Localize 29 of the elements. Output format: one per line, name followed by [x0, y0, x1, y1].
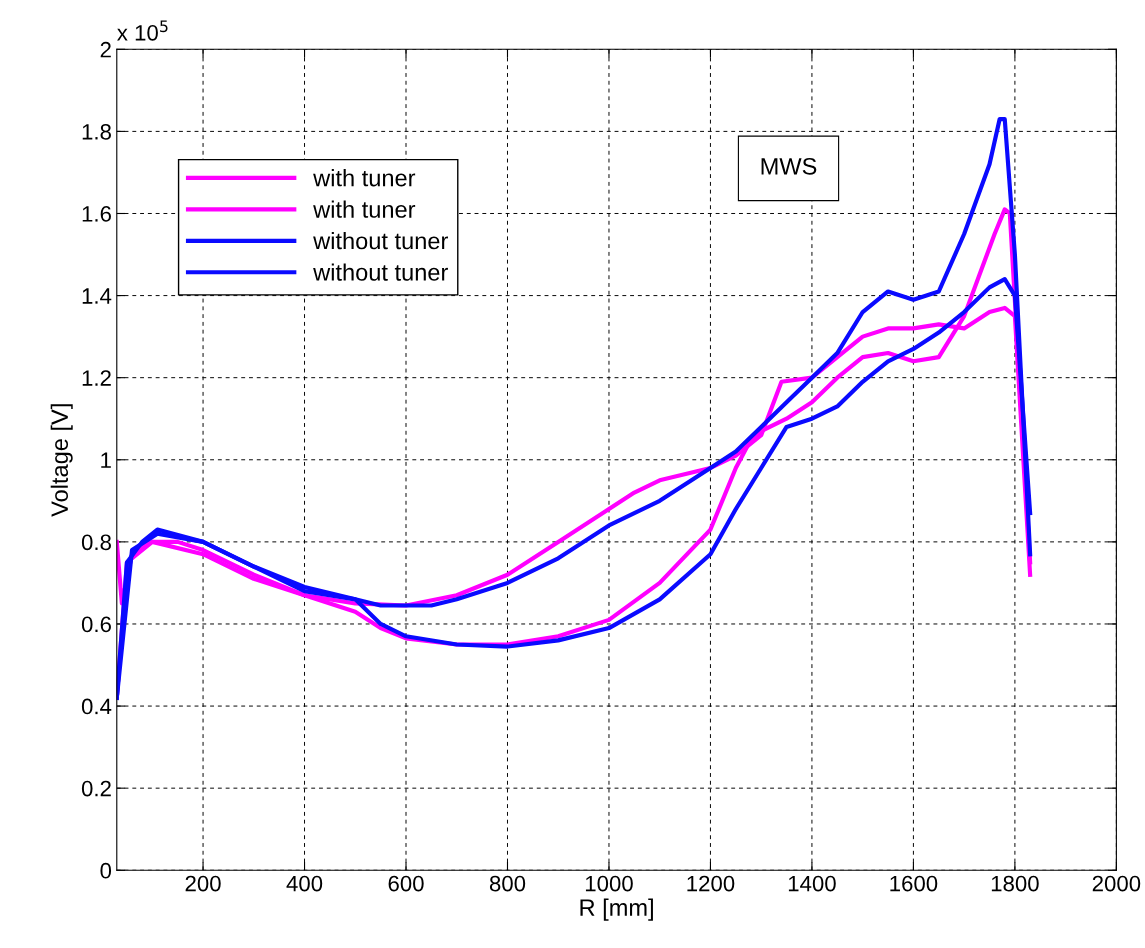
y-axis-title: Voltage [V] — [50, 404, 73, 517]
legend-label: with tuner — [313, 200, 416, 218]
legend-label: without tuner — [313, 263, 448, 281]
x-tick-label: 2000 — [1092, 875, 1141, 892]
y-tick-label: 1 — [101, 452, 111, 468]
y-tick-label: 0.8 — [81, 534, 111, 551]
legend-label: without tuner — [313, 231, 448, 250]
x-tick-label: 1800 — [991, 875, 1039, 892]
x-tick-label: 600 — [388, 875, 424, 892]
x-tick-label: 1000 — [585, 875, 633, 892]
y-tick-label: 1.4 — [82, 288, 112, 304]
x-tick-label: 1600 — [890, 875, 938, 892]
legend-label: with tuner — [313, 169, 416, 187]
text: x 10$^{5}$ — [117, 20, 168, 41]
x-tick-label: 1200 — [687, 875, 735, 892]
y-tick-label: 0.2 — [81, 780, 111, 797]
y-tick-label: 0 — [100, 862, 112, 879]
x-tick-label: 200 — [185, 875, 221, 892]
y-tick-label: 1.2 — [82, 370, 111, 386]
x-tick-label: 1400 — [788, 875, 836, 892]
x-tick-label: 400 — [286, 875, 323, 892]
y-tick-label: 2 — [100, 41, 111, 58]
x-tick-label: 800 — [489, 875, 526, 892]
y-tick-label: 0.4 — [81, 698, 112, 715]
annotation: MWS — [761, 157, 817, 175]
y-tick-label: 1.8 — [82, 123, 111, 140]
y-tick-label: 1.6 — [82, 206, 111, 222]
y-tick-label: 0.6 — [81, 616, 111, 633]
x-axis-title: R [mm] — [580, 898, 653, 921]
